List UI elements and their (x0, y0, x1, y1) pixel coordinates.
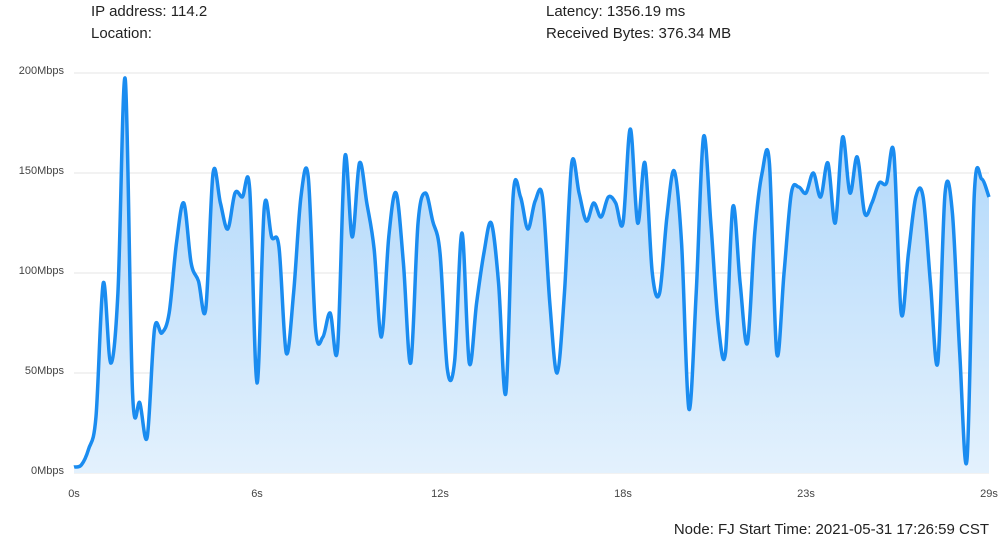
ip-address: IP address: 114.2 (91, 3, 207, 20)
x-tick-label: 18s (614, 488, 632, 500)
x-tick-label: 23s (797, 488, 815, 500)
location: Location: (91, 25, 152, 42)
area-fill (74, 77, 989, 473)
y-tick-label: 150Mbps (19, 165, 65, 177)
x-tick-label: 12s (431, 488, 449, 500)
latency: Latency: 1356.19 ms (546, 3, 685, 20)
x-tick-label: 29s (980, 488, 998, 500)
y-tick-label: 50Mbps (25, 365, 65, 377)
x-tick-label: 6s (251, 488, 263, 500)
y-tick-label: 200Mbps (19, 65, 65, 77)
x-tick-label: 0s (68, 488, 80, 500)
y-tick-label: 100Mbps (19, 265, 65, 277)
received-bytes: Received Bytes: 376.34 MB (546, 25, 731, 42)
speed-line (73, 76, 991, 469)
y-tick-label: 0Mbps (31, 465, 65, 477)
footer-info: Node: FJ Start Time: 2021-05-31 17:26:59… (674, 521, 989, 538)
